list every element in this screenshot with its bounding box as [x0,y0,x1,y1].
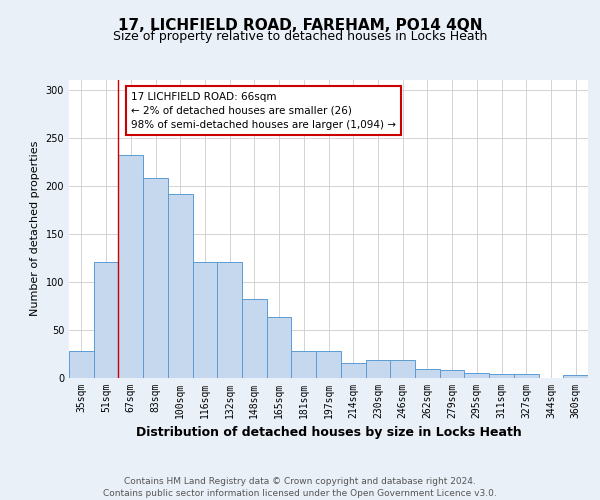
Bar [390,360,415,378]
Y-axis label: Number of detached properties: Number of detached properties [30,141,40,316]
Bar [143,178,168,378]
Text: 17, LICHFIELD ROAD, FAREHAM, PO14 4QN: 17, LICHFIELD ROAD, FAREHAM, PO14 4QN [118,18,482,32]
Text: Contains HM Land Registry data © Crown copyright and database right 2024.
Contai: Contains HM Land Registry data © Crown c… [103,476,497,498]
Bar [563,374,588,378]
Bar [316,350,341,378]
Bar [267,317,292,378]
Bar [464,372,489,378]
Bar [242,299,267,378]
Bar [365,360,390,378]
Bar [217,262,242,378]
Bar [415,369,440,378]
Bar [514,374,539,378]
Text: 17 LICHFIELD ROAD: 66sqm
← 2% of detached houses are smaller (26)
98% of semi-de: 17 LICHFIELD ROAD: 66sqm ← 2% of detache… [131,92,396,130]
Bar [118,155,143,378]
Bar [69,350,94,378]
Bar [193,262,217,378]
X-axis label: Distribution of detached houses by size in Locks Heath: Distribution of detached houses by size … [136,426,521,439]
Bar [341,363,365,378]
Text: Size of property relative to detached houses in Locks Heath: Size of property relative to detached ho… [113,30,487,43]
Bar [168,194,193,378]
Bar [94,262,118,378]
Bar [489,374,514,378]
Bar [440,370,464,378]
Bar [292,350,316,378]
